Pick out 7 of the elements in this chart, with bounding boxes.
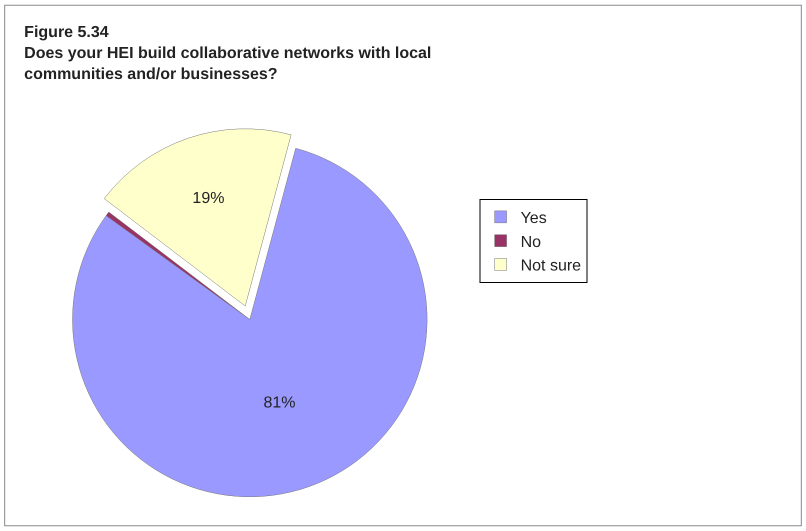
- data-label: 19%: [192, 190, 224, 207]
- legend-label: Not sure: [520, 258, 582, 275]
- chart-title: Figure 5.34: [24, 24, 109, 42]
- legend-label: Yes: [520, 210, 547, 228]
- legend-label: No: [520, 234, 542, 251]
- data-label: 81%: [263, 394, 296, 412]
- chart-subtitle: Does your HEI build collaborative networks with local communities and/or businesses?: [24, 44, 432, 83]
